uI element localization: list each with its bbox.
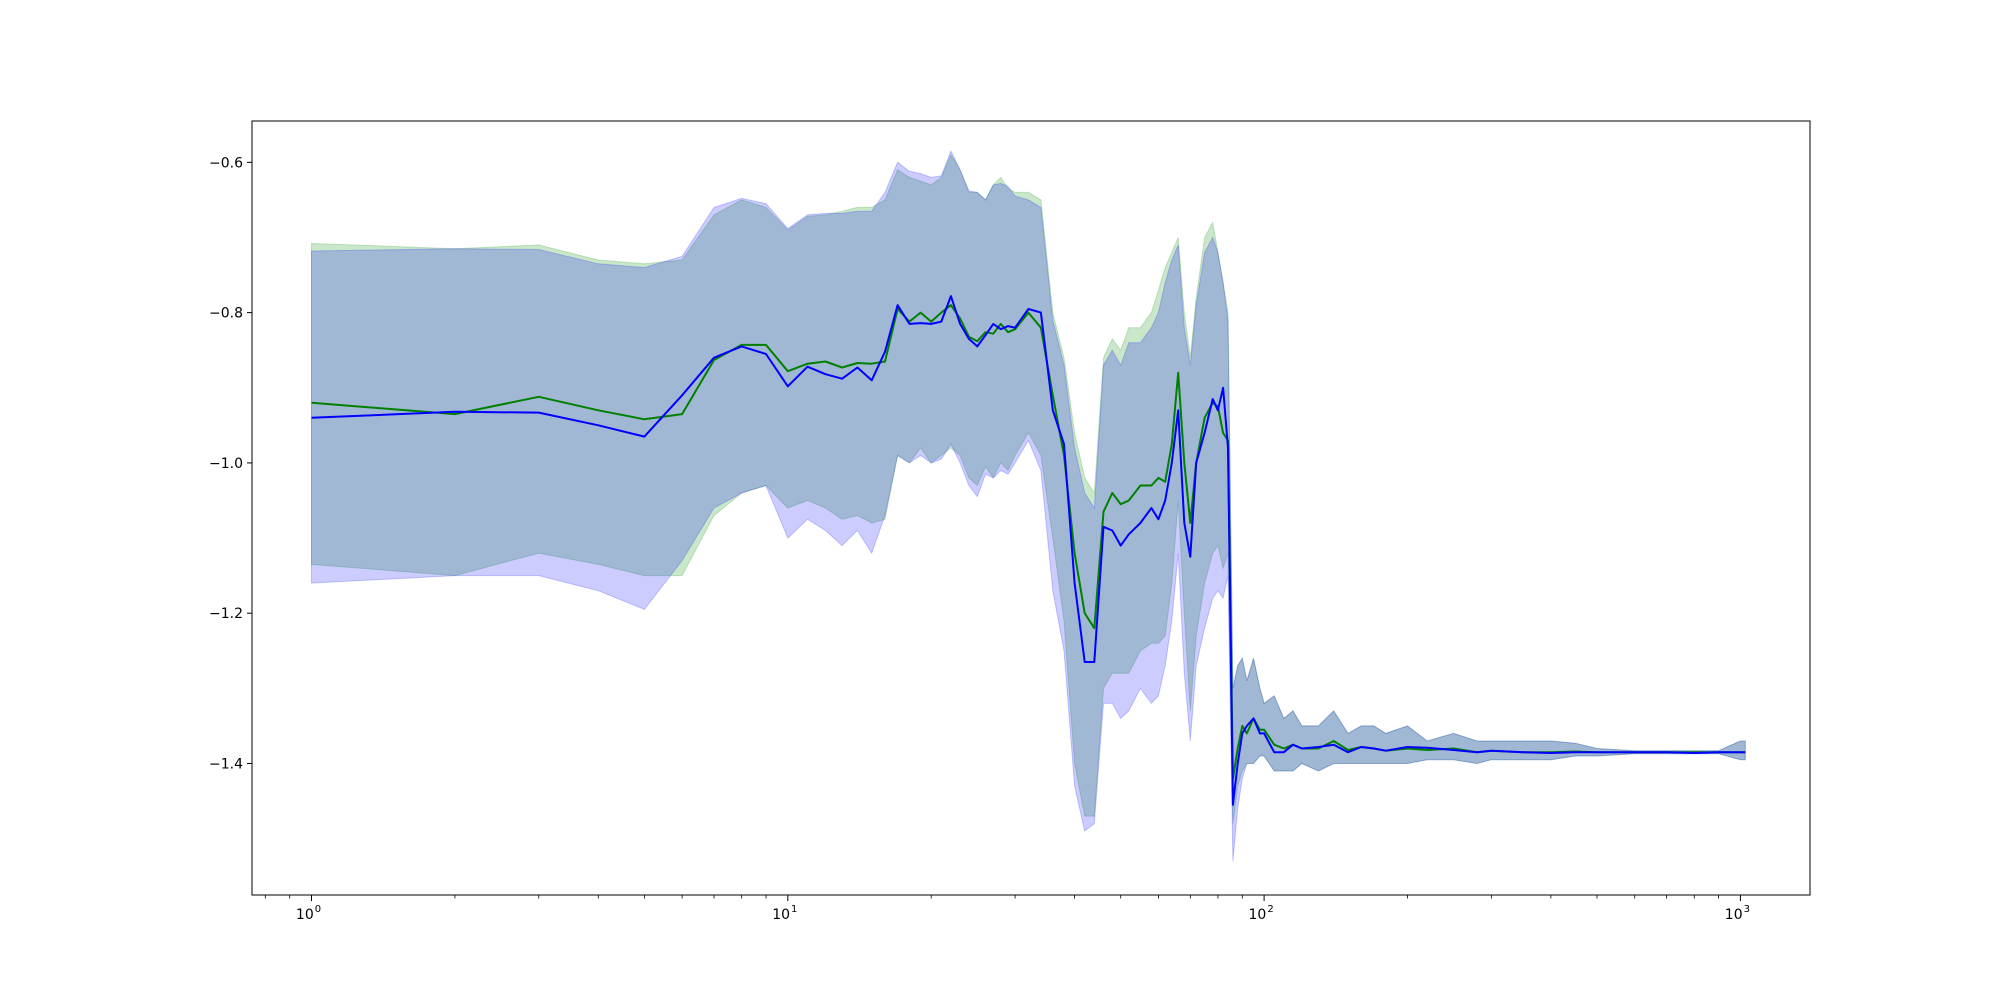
y-tick-label: −1.4 <box>209 756 243 772</box>
y-tick-label: −1.2 <box>209 606 243 622</box>
series-2-line <box>311 295 1746 806</box>
axes-frame <box>251 120 1811 896</box>
y-tick-label: −0.6 <box>209 155 243 171</box>
y-tick-label: −0.8 <box>209 306 243 322</box>
series-2-band <box>311 149 1746 862</box>
plot-area <box>311 149 1746 862</box>
y-tick-label: −1.0 <box>209 456 243 472</box>
series-1-band <box>311 153 1746 824</box>
